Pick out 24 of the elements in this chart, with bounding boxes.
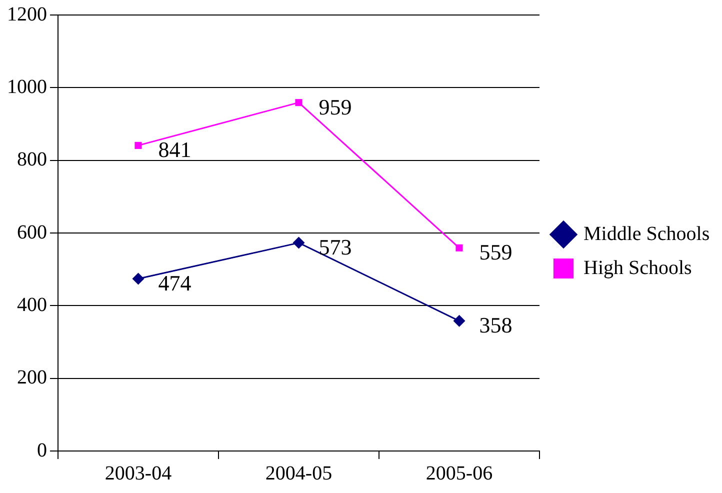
legend-label: High Schools [584, 256, 692, 279]
y-tick-label: 1000 [7, 76, 47, 98]
point [292, 236, 305, 249]
x-tick-label: 2003-04 [104, 462, 172, 484]
point [132, 272, 144, 285]
data-label: 573 [318, 234, 352, 260]
data-label: 358 [479, 312, 512, 338]
data-label: 559 [479, 240, 512, 265]
point [134, 142, 142, 149]
data-label: 474 [158, 270, 192, 296]
y-tick-label: 1200 [7, 3, 47, 26]
x-tick-label: 2005-06 [426, 462, 493, 484]
y-tick-label: 200 [17, 366, 47, 389]
x-tick-label: 2004-05 [265, 462, 332, 484]
y-tick-label: 600 [17, 221, 47, 244]
y-tick-label: 400 [17, 294, 47, 316]
legend-label: Middle Schools [584, 222, 710, 245]
point [295, 99, 302, 106]
point [456, 244, 463, 252]
data-label: 959 [318, 94, 352, 120]
y-tick-label: 0 [37, 439, 47, 462]
data-label: 841 [158, 137, 192, 162]
point [453, 314, 466, 327]
y-tick-label: 800 [17, 148, 47, 171]
